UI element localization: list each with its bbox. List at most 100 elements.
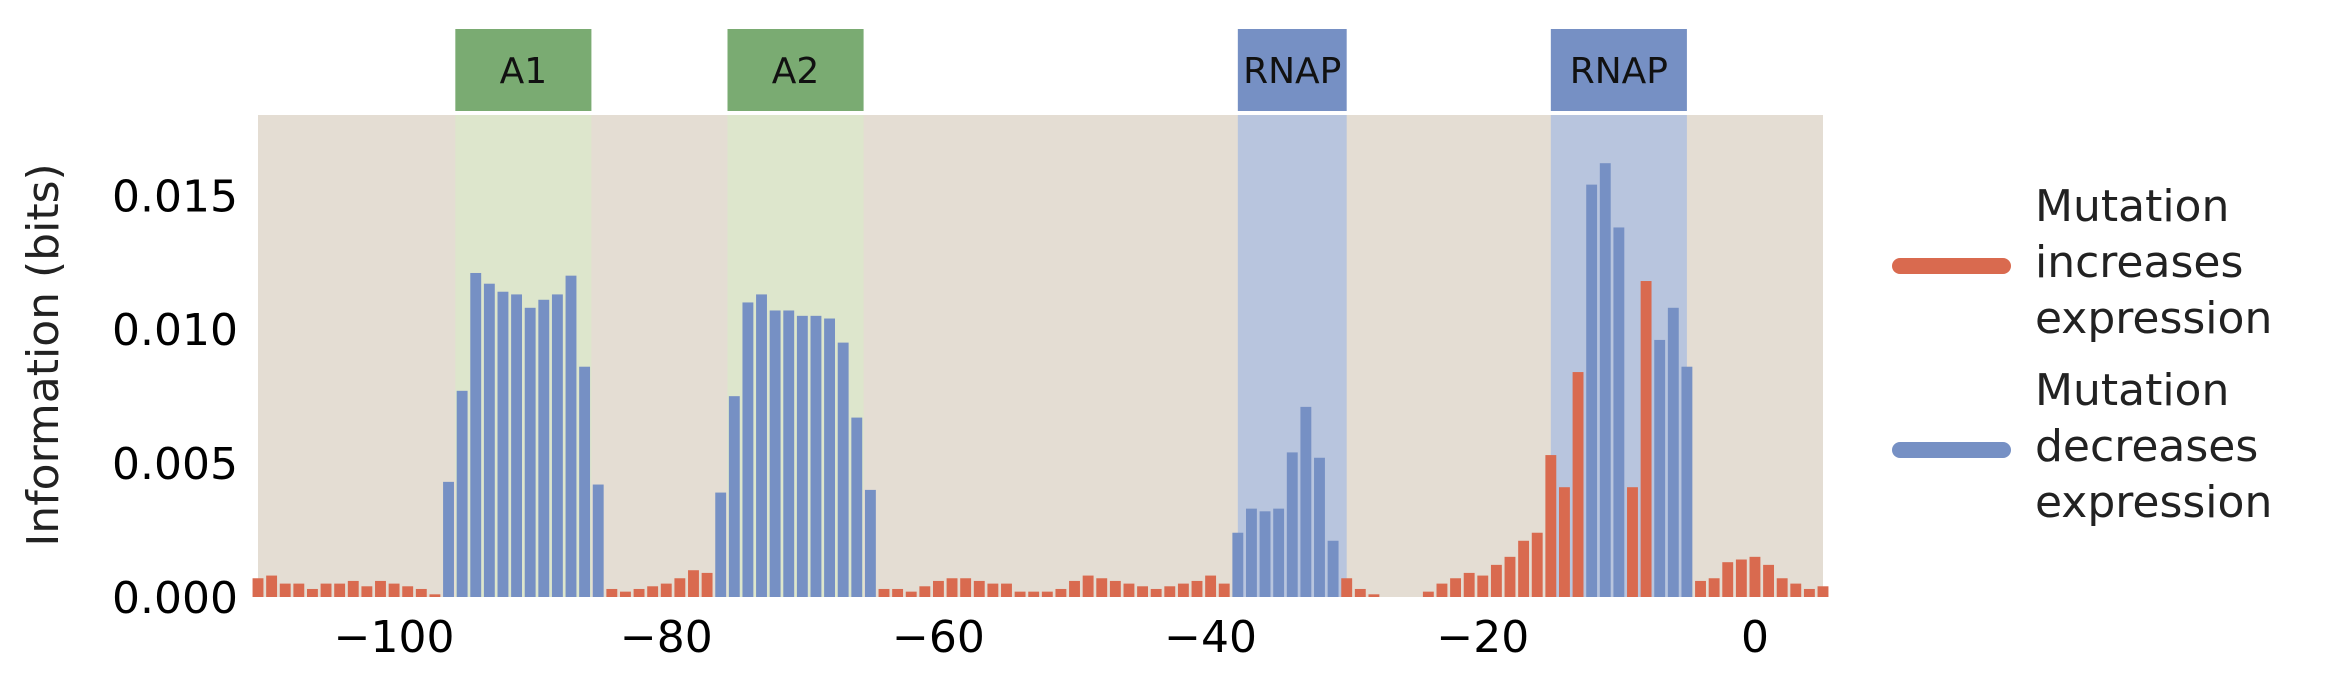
- region-label-3: RNAP: [1570, 51, 1668, 92]
- bar: [674, 578, 686, 597]
- bar: [619, 591, 631, 597]
- bar: [252, 578, 264, 597]
- bar: [1790, 583, 1802, 597]
- bar: [1463, 572, 1475, 597]
- bar: [483, 283, 495, 597]
- legend-decrease-label: Mutation decreases expression: [2035, 365, 2272, 528]
- legend-increase-label: Mutation increases expression: [2035, 181, 2272, 344]
- bar: [1123, 583, 1135, 597]
- bar: [1368, 594, 1380, 597]
- bar: [1613, 227, 1625, 597]
- bar: [1055, 588, 1067, 597]
- bar: [443, 481, 454, 597]
- region-box-3: [1550, 29, 1687, 111]
- bar: [1422, 591, 1434, 597]
- bar: [810, 315, 822, 597]
- region-label-0: A1: [500, 51, 548, 92]
- bar: [1572, 372, 1584, 597]
- bar: [946, 578, 958, 597]
- bar: [565, 275, 577, 597]
- region-labels: A1 A2 RNAP RNAP: [455, 29, 1687, 111]
- bar: [1014, 591, 1026, 597]
- bar: [1259, 511, 1271, 597]
- y-axis-ticks: 0.000 0.005 0.010 0.015: [112, 171, 238, 624]
- region-label-1: A2: [772, 51, 820, 92]
- bar: [1041, 591, 1053, 597]
- bar: [1028, 591, 1040, 597]
- bar: [1817, 586, 1829, 597]
- bar: [864, 489, 876, 597]
- bar: [579, 366, 591, 597]
- bar: [1708, 578, 1720, 597]
- bar: [266, 575, 278, 597]
- bar: [1599, 163, 1611, 597]
- bar: [429, 594, 441, 597]
- bar: [1096, 578, 1108, 597]
- bar: [796, 315, 808, 597]
- bar: [878, 588, 890, 597]
- bar: [905, 591, 917, 597]
- bar: [1109, 580, 1121, 597]
- bar: [1436, 583, 1448, 597]
- bar: [320, 583, 332, 597]
- bar: [633, 588, 645, 597]
- bar: [837, 342, 849, 597]
- bar: [715, 492, 727, 597]
- bar: [932, 580, 944, 597]
- bar: [1504, 556, 1516, 597]
- bar: [361, 586, 373, 597]
- bar: [769, 310, 781, 597]
- bar: [1354, 588, 1366, 597]
- x-tick-label: −80: [620, 612, 713, 663]
- bar: [1150, 588, 1162, 597]
- region-box-1: [727, 29, 864, 111]
- bar: [1681, 366, 1693, 597]
- bar: [606, 588, 618, 597]
- bar: [456, 390, 468, 597]
- bar: [1545, 455, 1557, 597]
- bar: [279, 583, 291, 597]
- bar: [592, 484, 604, 597]
- y-tick-label: 0.000: [112, 573, 238, 624]
- y-axis-title: Information (bits): [18, 163, 69, 546]
- x-tick-label: −20: [1436, 612, 1529, 663]
- bar: [1749, 556, 1761, 597]
- y-tick-label: 0.005: [112, 439, 238, 490]
- bar: [742, 302, 754, 597]
- bar: [347, 580, 359, 597]
- bar: [660, 583, 672, 597]
- bar: [538, 299, 550, 597]
- bar: [388, 583, 400, 597]
- bar: [1191, 580, 1203, 597]
- bar: [375, 580, 386, 597]
- legend: Mutation increases expression Mutation decr…: [1892, 181, 2272, 528]
- bar: [1001, 583, 1012, 597]
- bar: [1640, 281, 1652, 597]
- bar: [851, 417, 863, 597]
- bar: [293, 583, 305, 597]
- region-box-2: [1237, 29, 1347, 111]
- x-axis-ticks: −100 −80 −60 −40 −20 0: [334, 612, 1769, 663]
- bar: [1586, 184, 1598, 597]
- y-tick-label: 0.015: [112, 171, 238, 222]
- bar: [415, 588, 427, 597]
- bar: [306, 588, 318, 597]
- bar: [1232, 532, 1244, 597]
- bar: [973, 580, 985, 597]
- bar: [1695, 580, 1706, 597]
- bar: [402, 586, 414, 597]
- bar: [1069, 580, 1080, 597]
- bar: [987, 583, 999, 597]
- bar: [919, 586, 931, 597]
- x-tick-label: −60: [892, 612, 985, 663]
- x-tick-label: 0: [1741, 612, 1769, 663]
- bar: [647, 586, 659, 597]
- bar: [1286, 452, 1298, 597]
- bar: [470, 272, 482, 597]
- bar: [1654, 339, 1666, 597]
- bar: [1558, 487, 1570, 597]
- x-tick-label: −40: [1164, 612, 1257, 663]
- bar: [524, 307, 536, 597]
- bar: [1490, 564, 1502, 597]
